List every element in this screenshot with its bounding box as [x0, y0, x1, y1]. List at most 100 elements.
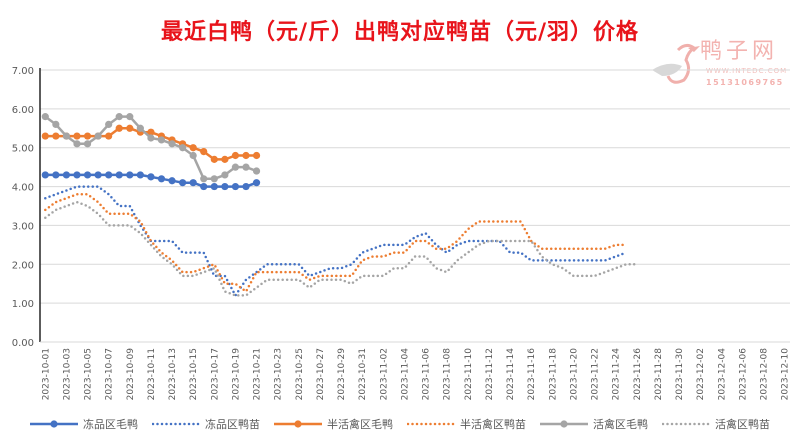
series-2-point [252, 151, 261, 160]
series-2-point [221, 155, 229, 163]
x-tick-label: 2023-10-09 [126, 348, 136, 401]
x-tick-label: 2023-10-25 [295, 348, 305, 400]
x-tick-label: 2023-12-08 [760, 348, 770, 401]
x-tick-label: 2023-10-07 [105, 348, 115, 400]
x-tick-label: 2023-10-21 [253, 348, 263, 400]
series-0-point [73, 171, 81, 179]
series-4-point [157, 136, 166, 144]
y-tick-label: 2.00 [12, 260, 34, 271]
x-tick-label: 2023-12-04 [717, 348, 727, 401]
x-tick-label: 2023-11-16 [527, 348, 537, 401]
x-tick-label: 2023-10-17 [210, 348, 220, 400]
x-tick-label: 2023-11-20 [569, 348, 579, 401]
series-2-point [105, 132, 113, 140]
x-tick-label: 2023-11-06 [422, 348, 432, 401]
legend-label: 冻品区鸭苗 [205, 418, 260, 431]
series-4-point [221, 171, 229, 179]
series-4-point [52, 120, 60, 128]
y-tick-label: 5.00 [12, 144, 34, 155]
x-tick-label: 2023-11-24 [612, 348, 622, 401]
series-0-point [83, 171, 92, 179]
x-tick-label: 2023-11-30 [675, 348, 685, 401]
x-tick-label: 2023-12-06 [738, 348, 748, 401]
x-tick-label: 2023-12-10 [781, 348, 791, 401]
legend-label: 活禽区毛鸭 [593, 418, 648, 431]
x-tick-label: 2023-11-14 [506, 348, 516, 401]
legend-swatch-icon [662, 422, 710, 426]
x-tick-label: 2023-11-08 [443, 348, 453, 401]
legend-label: 半活禽区鸭苗 [460, 418, 526, 431]
legend-item: 半活禽区鸭苗 [407, 414, 526, 434]
series-4-point [242, 163, 250, 171]
x-tick-label: 2023-11-18 [548, 348, 558, 401]
x-tick-label: 2023-11-04 [400, 348, 410, 401]
series-0-point [136, 171, 144, 179]
x-tick-label: 2023-11-12 [485, 348, 495, 400]
series-0-point [52, 171, 60, 179]
series-4-point [62, 132, 71, 140]
series-1-dotted-line [44, 185, 628, 298]
x-tick-label: 2023-10-11 [147, 348, 157, 400]
series-0-point [231, 182, 240, 191]
x-tick-label: 2023-10-05 [84, 348, 94, 400]
series-0-point [252, 179, 261, 187]
legend-item: 冻品区毛鸭 [30, 414, 138, 434]
series-0-point [41, 171, 49, 179]
series-4-point [168, 140, 176, 148]
series-2-point [200, 148, 208, 156]
series-2-point [231, 151, 240, 160]
x-tick-label: 2023-10-31 [358, 348, 368, 400]
legend-swatch-icon [407, 422, 455, 426]
legend-swatch-icon [540, 420, 588, 428]
chart-title: 最近白鸭（元/斤）出鸭对应鸭苗（元/羽）价格 [160, 20, 640, 45]
series-2-point [52, 132, 60, 140]
watermark-logo: 鸭子网 WWW.INTEDC.COM 15131069765 [648, 40, 798, 95]
watermark-url: WWW.INTEDC.COM [706, 67, 788, 75]
series-0-point [62, 171, 71, 179]
series-0-point [189, 179, 197, 187]
y-tick-label: 3.00 [12, 221, 34, 232]
series-0-point [147, 173, 155, 181]
series-0-point [179, 179, 187, 187]
series-0-point [221, 182, 229, 191]
y-tick-label: 0.00 [12, 338, 34, 349]
x-tick-label: 2023-10-03 [62, 348, 72, 400]
series-0-point [94, 171, 102, 179]
series-2-point [242, 151, 250, 160]
y-tick-label: 6.00 [12, 105, 34, 116]
watermark-phone: 15131069765 [706, 78, 784, 87]
series-3-dotted-line [44, 193, 628, 294]
series-4-point [147, 134, 155, 142]
series-4-point [200, 175, 208, 183]
x-tick-label: 2023-11-26 [633, 348, 643, 401]
series-4-point [126, 113, 134, 121]
series-2-point [73, 132, 81, 140]
series-0-point [242, 182, 250, 191]
series-2-point [189, 144, 197, 152]
legend-label: 半活禽区毛鸭 [327, 418, 393, 431]
series-4-point [179, 144, 187, 152]
legend-item: 冻品区鸭苗 [152, 414, 260, 434]
series-4-point [94, 132, 102, 140]
legend-item: 半活禽区毛鸭 [274, 414, 393, 434]
series-0-point [200, 182, 208, 191]
x-tick-label: 2023-12-02 [696, 348, 706, 400]
x-tick-label: 2023-11-10 [464, 348, 474, 401]
series-2-point [41, 132, 49, 140]
x-tick-label: 2023-10-27 [316, 348, 326, 400]
legend-item: 活禽区鸭苗 [662, 414, 770, 434]
x-tick-label: 2023-11-02 [379, 348, 389, 400]
series-0-point [157, 175, 166, 183]
series-4-point [41, 113, 49, 121]
x-tick-label: 2023-10-15 [189, 348, 199, 400]
series-4-point [231, 163, 240, 171]
series-0-point [210, 182, 218, 191]
y-tick-label: 7.00 [12, 66, 34, 77]
x-tick-label: 2023-11-22 [591, 348, 601, 400]
series-0-point [126, 171, 134, 179]
x-tick-label: 2023-10-29 [337, 348, 347, 401]
series-4-point [210, 175, 218, 183]
series-5-dotted-line [44, 200, 639, 297]
